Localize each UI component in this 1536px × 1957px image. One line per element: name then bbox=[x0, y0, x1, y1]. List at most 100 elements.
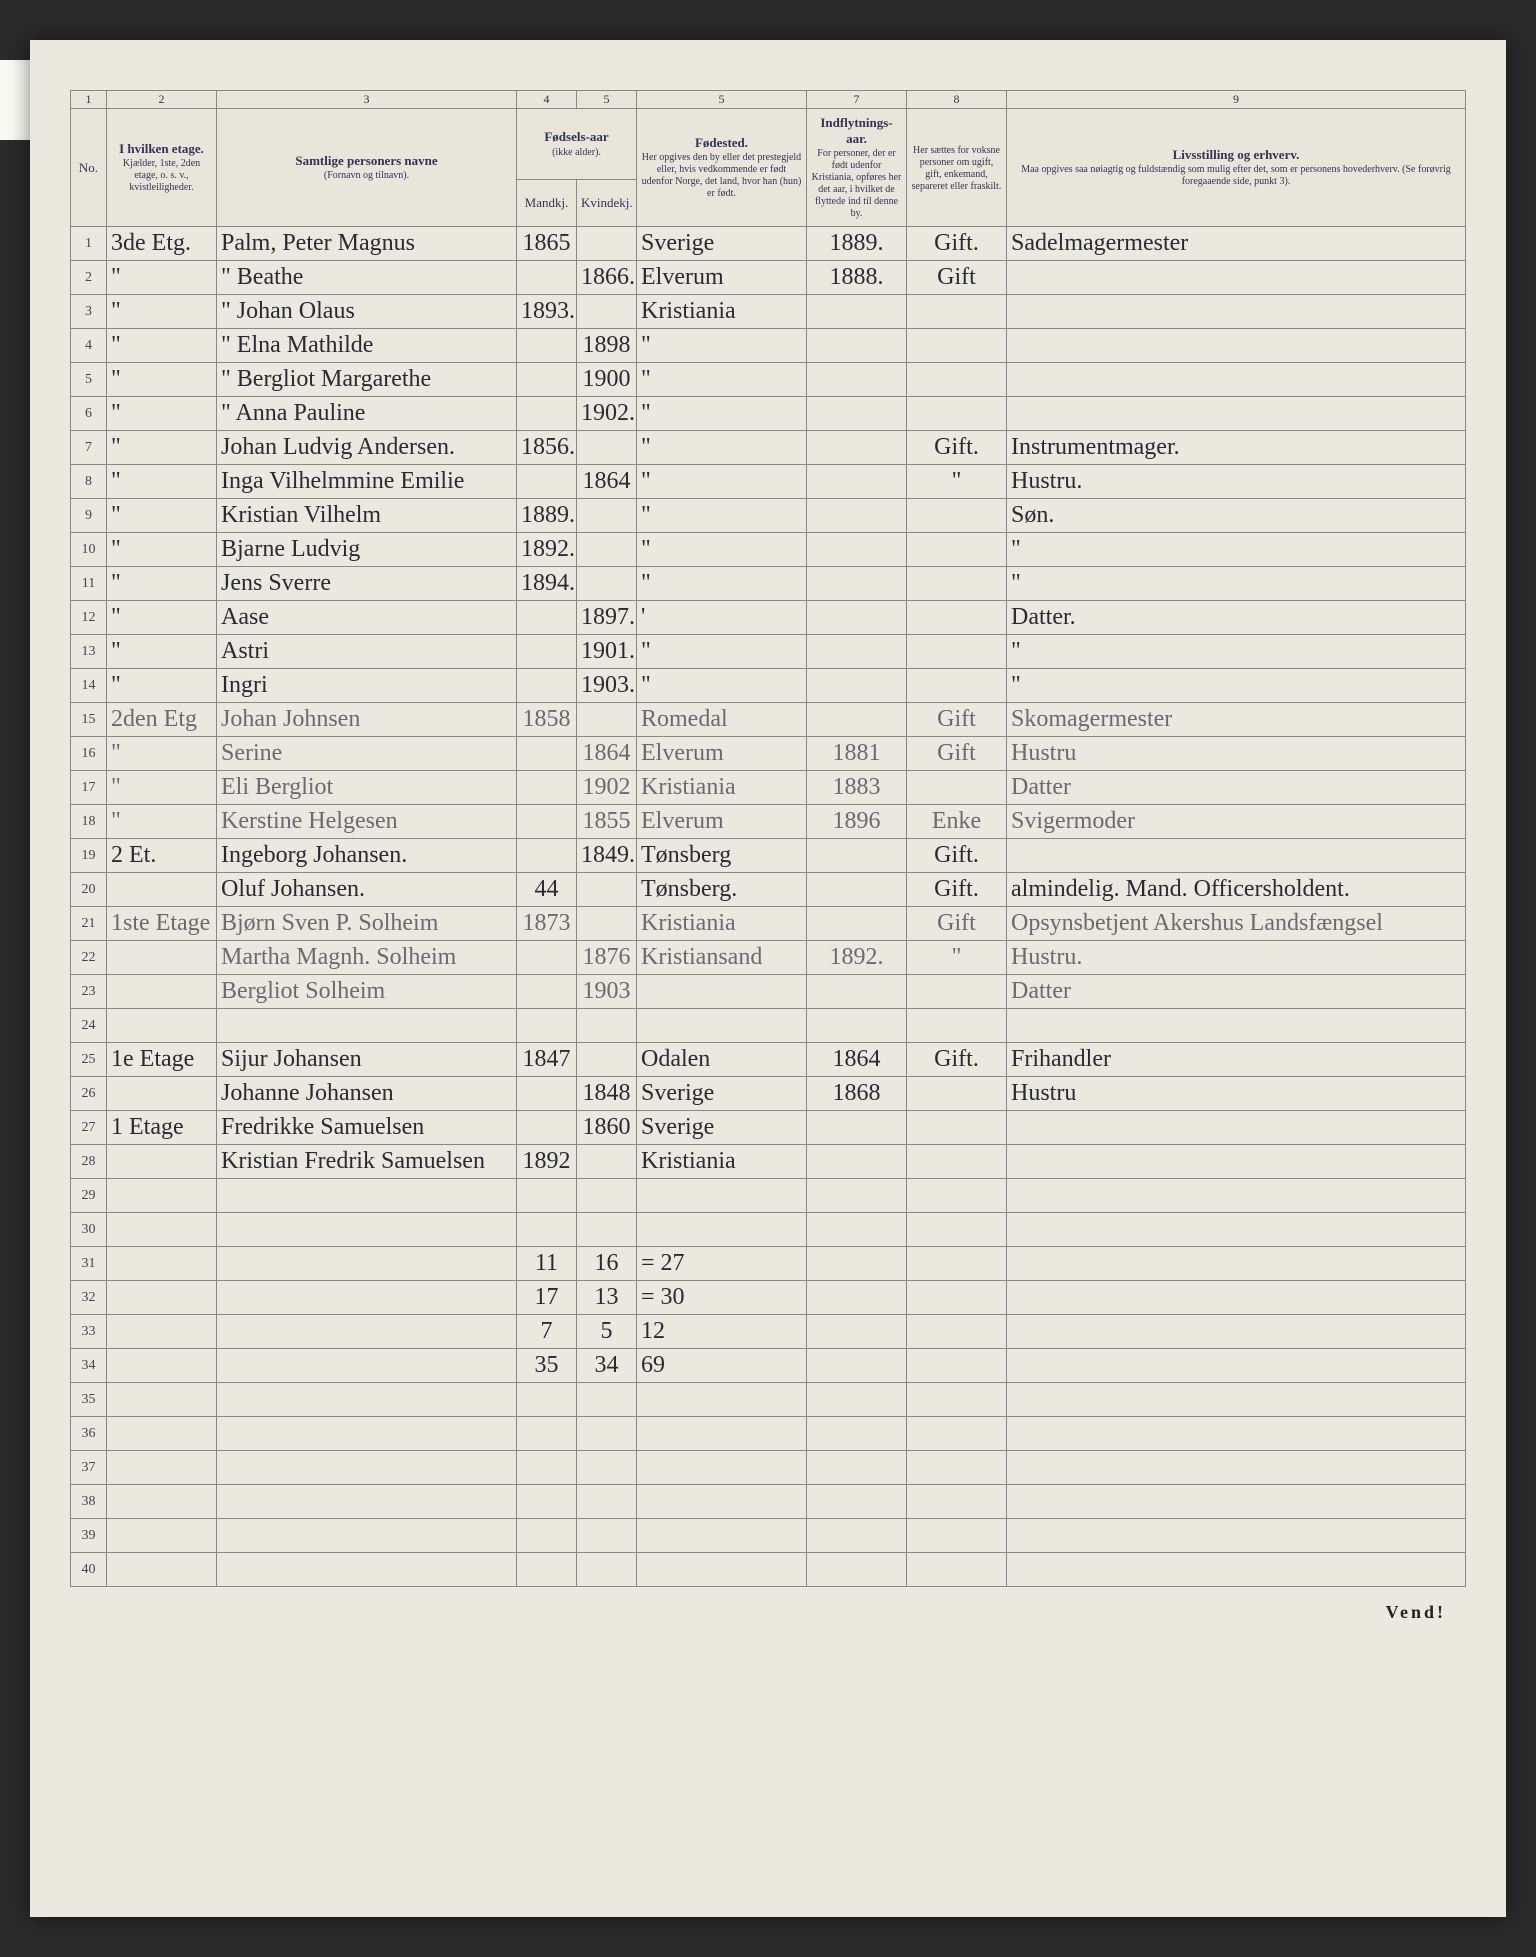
cell-erhv: Søn. bbox=[1007, 499, 1466, 533]
cell-navn: Aase bbox=[217, 601, 517, 635]
cell-etage: " bbox=[107, 295, 217, 329]
sum-cell: 35 bbox=[517, 1349, 577, 1383]
cell-k bbox=[577, 1179, 637, 1213]
cell-erhv: Hustru. bbox=[1007, 941, 1466, 975]
cell-k: 1864 bbox=[577, 737, 637, 771]
empty-cell bbox=[107, 1383, 217, 1417]
cell-etage: 2 Et. bbox=[107, 839, 217, 873]
cell-m bbox=[517, 839, 577, 873]
cell-fsted: " bbox=[637, 431, 807, 465]
colnum-2: 2 bbox=[107, 91, 217, 109]
cell-m bbox=[517, 941, 577, 975]
cell-erhv: Svigermoder bbox=[1007, 805, 1466, 839]
empty-cell bbox=[517, 1383, 577, 1417]
cell-m bbox=[517, 1009, 577, 1043]
cell-k: 1900 bbox=[577, 363, 637, 397]
cell-no: 22 bbox=[71, 941, 107, 975]
cell-etage bbox=[107, 1145, 217, 1179]
cell-fsted: Kristiania bbox=[637, 1145, 807, 1179]
table-row: 11"Jens Sverre1894."" bbox=[71, 567, 1466, 601]
sum-cell bbox=[1007, 1315, 1466, 1349]
cell-indfl bbox=[807, 669, 907, 703]
empty-cell bbox=[577, 1485, 637, 1519]
cell-etage: " bbox=[107, 465, 217, 499]
empty-cell bbox=[1007, 1553, 1466, 1587]
cell-erhv: Hustru bbox=[1007, 737, 1466, 771]
cell-k: 1855 bbox=[577, 805, 637, 839]
cell-indfl bbox=[807, 1179, 907, 1213]
cell-k: 1864 bbox=[577, 465, 637, 499]
cell-civil bbox=[907, 1145, 1007, 1179]
table-row: 18"Kerstine Helgesen1855Elverum1896EnkeS… bbox=[71, 805, 1466, 839]
cell-erhv: Opsynsbetjent Akershus Landsfængsel bbox=[1007, 907, 1466, 941]
sum-cell bbox=[807, 1315, 907, 1349]
hdr-etage: I hvilken etage. Kjælder, 1ste, 2den eta… bbox=[107, 109, 217, 227]
header-row: No. I hvilken etage. Kjælder, 1ste, 2den… bbox=[71, 109, 1466, 180]
cell-no: 30 bbox=[71, 1213, 107, 1247]
cell-k: 1902. bbox=[577, 397, 637, 431]
cell-no: 10 bbox=[71, 533, 107, 567]
cell-indfl bbox=[807, 499, 907, 533]
cell-m bbox=[517, 465, 577, 499]
cell-civil bbox=[907, 1179, 1007, 1213]
empty-cell bbox=[517, 1451, 577, 1485]
colnum-7: 7 bbox=[807, 91, 907, 109]
colnum-1: 1 bbox=[71, 91, 107, 109]
empty-cell bbox=[637, 1451, 807, 1485]
cell-no: 4 bbox=[71, 329, 107, 363]
cell-no: 3 bbox=[71, 295, 107, 329]
empty-cell bbox=[807, 1383, 907, 1417]
cell-navn: Oluf Johansen. bbox=[217, 873, 517, 907]
empty-cell bbox=[907, 1485, 1007, 1519]
empty-cell bbox=[517, 1519, 577, 1553]
empty-cell bbox=[807, 1553, 907, 1587]
cell-m: 1865 bbox=[517, 227, 577, 261]
cell-indfl: 1883 bbox=[807, 771, 907, 805]
cell-fsted: Kristiansand bbox=[637, 941, 807, 975]
table-row: 22Martha Magnh. Solheim1876Kristiansand1… bbox=[71, 941, 1466, 975]
sum-cell: 34 bbox=[577, 1349, 637, 1383]
cell-fsted: Sverige bbox=[637, 1111, 807, 1145]
cell-navn bbox=[217, 1179, 517, 1213]
cell-civil bbox=[907, 1009, 1007, 1043]
cell-erhv: " bbox=[1007, 533, 1466, 567]
cell-fsted: " bbox=[637, 397, 807, 431]
cell-erhv bbox=[1007, 295, 1466, 329]
sum-cell: 16 bbox=[577, 1247, 637, 1281]
cell-m bbox=[517, 975, 577, 1009]
sum-cell bbox=[1007, 1247, 1466, 1281]
table-row: 192 Et.Ingeborg Johansen.1849.TønsbergGi… bbox=[71, 839, 1466, 873]
table-row: 16"Serine1864Elverum1881GiftHustru bbox=[71, 737, 1466, 771]
cell-civil: Gift bbox=[907, 261, 1007, 295]
empty-cell bbox=[517, 1485, 577, 1519]
sum-cell: 12 bbox=[637, 1315, 807, 1349]
cell-k bbox=[577, 1043, 637, 1077]
cell-no: 11 bbox=[71, 567, 107, 601]
cell-navn: Kristian Vilhelm bbox=[217, 499, 517, 533]
cell-etage: 3de Etg. bbox=[107, 227, 217, 261]
cell-erhv: almindelig. Mand. Officersholdent. bbox=[1007, 873, 1466, 907]
table-row: 28Kristian Fredrik Samuelsen1892Kristian… bbox=[71, 1145, 1466, 1179]
cell-erhv: Frihandler bbox=[1007, 1043, 1466, 1077]
cell-k: 1860 bbox=[577, 1111, 637, 1145]
sum-cell bbox=[807, 1281, 907, 1315]
cell-k bbox=[577, 1145, 637, 1179]
sum-cell bbox=[907, 1349, 1007, 1383]
cell-indfl: 1881 bbox=[807, 737, 907, 771]
cell-k: 1849. bbox=[577, 839, 637, 873]
table-row: 6"" Anna Pauline1902." bbox=[71, 397, 1466, 431]
vend-label: Vend! bbox=[70, 1602, 1466, 1623]
cell-fsted: " bbox=[637, 363, 807, 397]
cell-navn: Johanne Johansen bbox=[217, 1077, 517, 1111]
cell-civil: Gift bbox=[907, 703, 1007, 737]
cell-navn: Kristian Fredrik Samuelsen bbox=[217, 1145, 517, 1179]
cell-navn: " Elna Mathilde bbox=[217, 329, 517, 363]
empty-cell bbox=[807, 1417, 907, 1451]
cell-indfl: 1892. bbox=[807, 941, 907, 975]
cell-indfl bbox=[807, 873, 907, 907]
cell-no: 2 bbox=[71, 261, 107, 295]
cell-navn: Palm, Peter Magnus bbox=[217, 227, 517, 261]
sum-row: 337512 bbox=[71, 1315, 1466, 1349]
cell-no: 14 bbox=[71, 669, 107, 703]
cell-etage: 1 Etage bbox=[107, 1111, 217, 1145]
